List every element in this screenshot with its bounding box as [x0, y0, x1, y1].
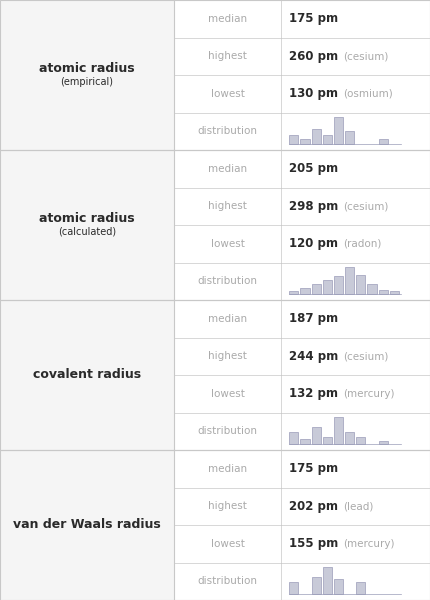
Bar [334, 276, 343, 294]
Text: (cesium): (cesium) [343, 201, 389, 211]
Text: highest: highest [208, 351, 247, 361]
Text: covalent radius: covalent radius [33, 368, 141, 382]
Text: 130 pm: 130 pm [289, 87, 338, 100]
Text: (mercury): (mercury) [343, 389, 394, 399]
Text: 205 pm: 205 pm [289, 162, 338, 175]
Text: lowest: lowest [211, 539, 244, 549]
Bar [334, 117, 343, 144]
Bar [345, 267, 354, 294]
Text: (mercury): (mercury) [343, 539, 395, 549]
Bar [312, 577, 321, 594]
Text: distribution: distribution [197, 426, 258, 436]
Bar [356, 275, 366, 294]
Bar [289, 432, 298, 444]
Text: median: median [208, 164, 247, 174]
Text: 175 pm: 175 pm [289, 12, 338, 25]
Bar [0, 0, 174, 150]
Text: highest: highest [208, 201, 247, 211]
Bar [301, 288, 310, 294]
Text: atomic radius: atomic radius [39, 212, 135, 226]
Bar [390, 291, 399, 294]
Bar [323, 437, 332, 444]
Bar [0, 150, 430, 300]
Text: median: median [208, 14, 247, 24]
Bar [378, 290, 388, 294]
Text: lowest: lowest [211, 239, 244, 249]
Bar [0, 450, 430, 600]
Text: 244 pm: 244 pm [289, 350, 338, 363]
Bar [0, 300, 430, 450]
Bar [289, 582, 298, 594]
Bar [312, 284, 321, 294]
Bar [334, 579, 343, 594]
Text: lowest: lowest [211, 389, 244, 399]
Text: 120 pm: 120 pm [289, 237, 338, 250]
Text: van der Waals radius: van der Waals radius [13, 518, 161, 532]
Bar [356, 582, 366, 594]
Bar [323, 134, 332, 144]
Bar [356, 437, 366, 444]
Bar [289, 291, 298, 294]
Text: (radon): (radon) [343, 239, 381, 249]
Text: distribution: distribution [197, 276, 258, 286]
Text: 202 pm: 202 pm [289, 500, 338, 513]
Text: 298 pm: 298 pm [289, 200, 338, 213]
Bar [301, 439, 310, 444]
Text: (osmium): (osmium) [343, 89, 393, 99]
Text: 175 pm: 175 pm [289, 462, 338, 475]
Text: lowest: lowest [211, 89, 244, 99]
Text: (empirical): (empirical) [61, 77, 114, 87]
Bar [345, 131, 354, 144]
Text: (lead): (lead) [343, 501, 373, 511]
Text: 187 pm: 187 pm [289, 312, 338, 325]
Bar [0, 150, 174, 300]
Bar [312, 427, 321, 444]
Text: highest: highest [208, 501, 247, 511]
Text: atomic radius: atomic radius [39, 62, 135, 76]
Text: 155 pm: 155 pm [289, 537, 338, 550]
Bar [334, 417, 343, 444]
Bar [301, 139, 310, 144]
Bar [378, 139, 388, 144]
Bar [378, 441, 388, 444]
Text: (cesium): (cesium) [343, 51, 388, 61]
Bar [323, 280, 332, 294]
Text: distribution: distribution [197, 126, 258, 136]
Bar [367, 284, 377, 294]
Text: median: median [208, 464, 247, 474]
Bar [312, 129, 321, 144]
Text: 132 pm: 132 pm [289, 387, 338, 400]
Bar [0, 450, 174, 600]
Bar [0, 300, 174, 450]
Bar [345, 432, 354, 444]
Bar [0, 0, 430, 150]
Text: highest: highest [208, 51, 247, 61]
Bar [289, 134, 298, 144]
Text: (cesium): (cesium) [343, 351, 389, 361]
Text: 260 pm: 260 pm [289, 50, 338, 63]
Text: distribution: distribution [197, 576, 258, 586]
Text: median: median [208, 314, 247, 324]
Text: (calculated): (calculated) [58, 227, 116, 237]
Bar [323, 567, 332, 594]
